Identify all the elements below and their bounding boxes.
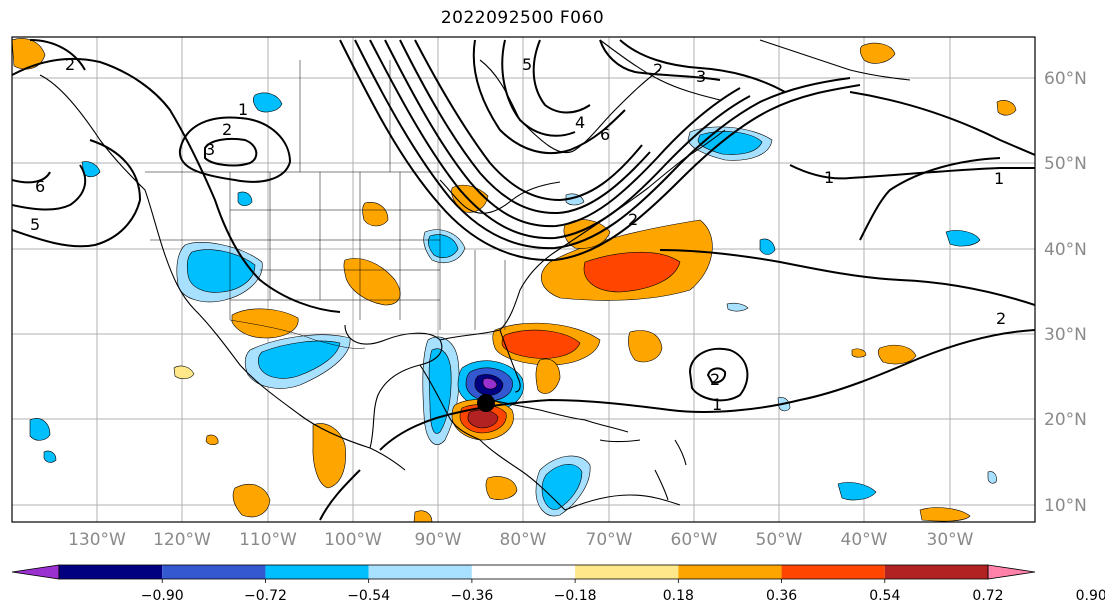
- colorbar-extend-high: [987, 564, 1036, 580]
- colorbar-tick-label: 0.36: [766, 588, 797, 604]
- lat-label: 20°N: [1044, 410, 1087, 430]
- colorbar-tick-label: −0.90: [141, 588, 184, 604]
- contour-label: 5: [522, 55, 532, 74]
- lon-label: 40°W: [841, 530, 888, 550]
- colorbar-segment: [575, 565, 679, 579]
- colorbar-segment: [678, 565, 782, 579]
- colorbar: [11, 564, 1036, 583]
- lon-label: 90°W: [415, 530, 462, 550]
- contour-label: 6: [35, 177, 45, 196]
- map-border: [11, 36, 1036, 523]
- contour-label: 2: [710, 370, 720, 389]
- colorbar-tick-label: 0.18: [663, 588, 694, 604]
- lon-label: 130°W: [68, 530, 126, 550]
- colorbar-extend-low: [11, 564, 60, 580]
- lon-label: 60°W: [671, 530, 718, 550]
- contour-labels: 2 1 2 3 5 6 5 4 6 3 2 1 1 2 2 1 2: [30, 55, 1006, 414]
- colorbar-segment: [368, 565, 472, 579]
- lon-label: 70°W: [586, 530, 633, 550]
- lon-label: 100°W: [324, 530, 382, 550]
- contour-label: 2: [65, 55, 75, 74]
- contour-label: 2: [222, 120, 232, 139]
- colorbar-tick-label: −0.54: [347, 588, 390, 604]
- storm-center-marker: [477, 394, 495, 412]
- colorbar-segment: [781, 565, 885, 579]
- lat-label: 40°N: [1044, 240, 1087, 260]
- colorbar-segment: [265, 565, 369, 579]
- colorbar-segment: [884, 565, 988, 579]
- contour-label: 4: [575, 113, 585, 132]
- colorbar-frame: [58, 564, 989, 580]
- lat-label: 60°N: [1044, 69, 1087, 89]
- contour-label: 2: [653, 60, 663, 79]
- lat-label: 10°N: [1044, 496, 1087, 516]
- map-title: 2022092500 F060: [440, 8, 605, 28]
- contour-label: 1: [824, 168, 834, 187]
- lon-label: 120°W: [153, 530, 211, 550]
- contour-label: 1: [712, 395, 722, 414]
- colorbar-tick-label: −0.72: [244, 588, 287, 604]
- contour-label: 5: [30, 215, 40, 234]
- lon-label: 50°W: [756, 530, 803, 550]
- colorbar-tick-label: −0.18: [554, 588, 597, 604]
- lon-label: 110°W: [239, 530, 297, 550]
- contour-label: 2: [628, 210, 638, 229]
- colorbar-segment: [471, 565, 576, 579]
- lon-label: 30°W: [927, 530, 974, 550]
- lon-label: 80°W: [500, 530, 547, 550]
- anomaly-fills: [12, 38, 1017, 522]
- contour-label: 1: [994, 169, 1004, 188]
- contour-label: 2: [996, 309, 1006, 328]
- colorbar-tick-label: 0.90: [1076, 588, 1105, 604]
- latitude-labels: 60°N 50°N 40°N 30°N 20°N 10°N: [1044, 69, 1087, 516]
- lat-label: 30°N: [1044, 325, 1087, 345]
- longitude-labels: 130°W 120°W 110°W 100°W 90°W 80°W 70°W 6…: [68, 530, 974, 550]
- colorbar-tick-label: −0.36: [450, 588, 493, 604]
- contour-label: 3: [205, 140, 215, 159]
- colorbar-tick-label: 0.54: [869, 588, 900, 604]
- contour-label: 1: [238, 100, 248, 119]
- lat-label: 50°N: [1044, 154, 1087, 174]
- colorbar-tick-label: 0.72: [972, 588, 1003, 604]
- political-borders: [145, 60, 506, 349]
- height-contours: [12, 39, 1035, 521]
- contour-label: 6: [600, 125, 610, 144]
- colorbar-ticks: −0.90 −0.72 −0.54 −0.36 −0.18 0.18 0.36 …: [141, 588, 1105, 604]
- colorbar-segment: [59, 565, 163, 579]
- contour-label: 3: [696, 67, 706, 86]
- colorbar-segment: [162, 565, 266, 579]
